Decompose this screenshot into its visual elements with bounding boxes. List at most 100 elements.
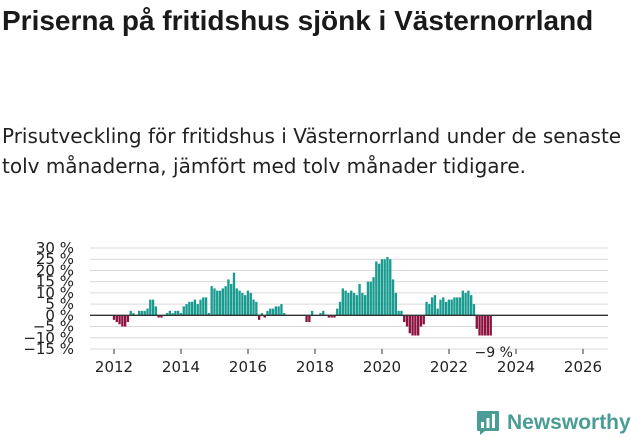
bar bbox=[436, 308, 439, 316]
bar bbox=[123, 315, 127, 327]
bar bbox=[249, 292, 252, 316]
last-value-label: −9 % bbox=[475, 345, 513, 361]
bar bbox=[149, 299, 152, 316]
bar bbox=[266, 310, 269, 316]
bar bbox=[475, 315, 478, 329]
bar-chart: −15 %−10 %−5 %0 %5 %10 %15 %20 %25 %30 %… bbox=[23, 239, 608, 376]
y-tick-label: 15 % bbox=[36, 273, 74, 291]
chart-title: Priserna på fritidshus sjönk i Västernor… bbox=[2, 5, 594, 36]
x-tick-label: 2022 bbox=[430, 358, 468, 376]
bar bbox=[115, 315, 118, 323]
bar bbox=[489, 315, 492, 336]
bar bbox=[430, 297, 434, 316]
bar bbox=[372, 277, 375, 316]
bar bbox=[118, 315, 121, 325]
bar bbox=[350, 290, 353, 316]
y-tick-label: 25 % bbox=[36, 250, 74, 268]
bar bbox=[405, 315, 409, 327]
bar bbox=[188, 301, 191, 316]
bar bbox=[232, 272, 236, 316]
bar bbox=[171, 313, 174, 316]
x-tick-label: 2024 bbox=[497, 358, 535, 376]
y-axis: −15 %−10 %−5 %0 %5 %10 %15 %20 %25 %30 % bbox=[23, 239, 74, 358]
bar bbox=[361, 292, 364, 316]
bar bbox=[478, 315, 481, 336]
bar bbox=[257, 315, 261, 320]
bar bbox=[375, 261, 378, 316]
bar bbox=[165, 313, 169, 316]
bar bbox=[112, 315, 116, 320]
x-tick-label: 2012 bbox=[95, 358, 133, 376]
bar bbox=[447, 299, 451, 316]
bar bbox=[319, 313, 322, 316]
bar bbox=[419, 315, 423, 327]
bar bbox=[327, 315, 331, 318]
y-tick-label: 10 % bbox=[36, 284, 74, 302]
bar bbox=[391, 279, 395, 316]
y-tick-label: 30 % bbox=[36, 239, 74, 257]
bar bbox=[129, 310, 132, 316]
bar bbox=[377, 263, 381, 316]
y-tick-label: −5 % bbox=[33, 318, 74, 336]
bar bbox=[322, 310, 325, 316]
bar bbox=[366, 281, 370, 316]
bar bbox=[238, 290, 241, 316]
bar bbox=[394, 292, 398, 316]
x-tick-label: 2020 bbox=[363, 358, 401, 376]
bar bbox=[439, 299, 442, 316]
bar bbox=[458, 297, 462, 316]
bar bbox=[182, 306, 185, 316]
bar bbox=[386, 256, 389, 316]
bar bbox=[464, 292, 467, 316]
bar bbox=[252, 299, 255, 316]
grid-lines bbox=[90, 247, 608, 350]
bar bbox=[177, 310, 180, 316]
bar bbox=[403, 315, 406, 323]
bar bbox=[121, 315, 124, 327]
bar bbox=[140, 310, 144, 316]
bar bbox=[336, 308, 339, 316]
bar bbox=[338, 301, 342, 316]
bar bbox=[383, 259, 386, 316]
bar bbox=[433, 295, 437, 316]
bar bbox=[132, 313, 135, 316]
bar bbox=[422, 315, 425, 325]
bar bbox=[277, 306, 280, 316]
bar bbox=[408, 315, 411, 334]
bar bbox=[143, 310, 146, 316]
chart-subtitle: Prisutveckling för fritidshus i Västerno… bbox=[2, 124, 622, 178]
bar bbox=[400, 310, 403, 316]
bar bbox=[456, 297, 459, 316]
bar bbox=[243, 295, 247, 316]
bar bbox=[341, 288, 344, 316]
y-tick-label: −10 % bbox=[23, 329, 74, 347]
bar bbox=[146, 308, 149, 316]
bar bbox=[137, 310, 141, 316]
bar bbox=[207, 313, 211, 316]
y-tick-label: 5 % bbox=[45, 295, 74, 313]
bar bbox=[363, 295, 367, 316]
newsworthy-logo: Newsworthy bbox=[476, 408, 631, 438]
bar bbox=[389, 259, 392, 316]
bar bbox=[305, 315, 308, 323]
bar bbox=[216, 290, 219, 316]
bar bbox=[467, 290, 470, 316]
bar bbox=[263, 315, 266, 318]
bar bbox=[369, 281, 372, 316]
bar bbox=[204, 297, 208, 316]
bar bbox=[241, 292, 244, 316]
x-tick-label: 2026 bbox=[564, 358, 602, 376]
x-tick-label: 2014 bbox=[162, 358, 200, 376]
bar bbox=[481, 315, 484, 336]
bar bbox=[330, 315, 333, 318]
bar bbox=[428, 304, 431, 316]
bar bbox=[179, 313, 183, 316]
bar bbox=[218, 290, 222, 316]
bar bbox=[199, 299, 202, 316]
bar bbox=[397, 310, 400, 316]
bar bbox=[358, 283, 361, 316]
bar bbox=[486, 315, 490, 336]
bar bbox=[185, 304, 188, 316]
bar bbox=[202, 297, 205, 316]
bar-chart-icon bbox=[477, 411, 499, 435]
